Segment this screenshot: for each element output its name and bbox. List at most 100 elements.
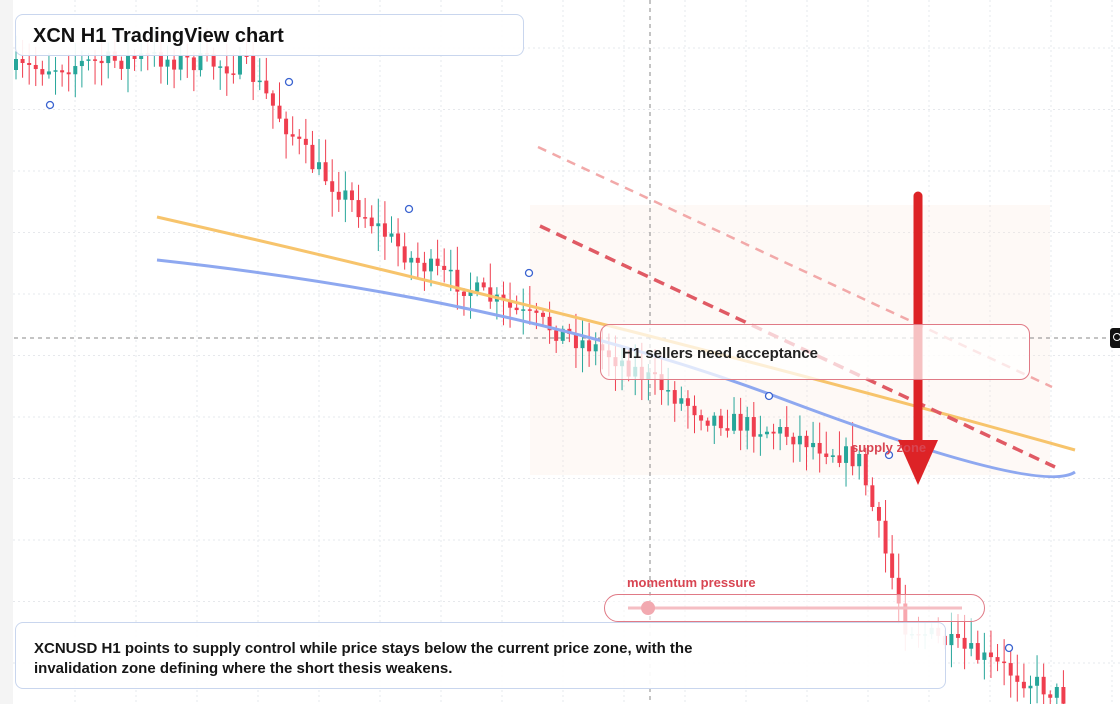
signal-marker (45, 100, 55, 110)
momentum-slider[interactable] (604, 594, 985, 622)
candle-body (172, 59, 177, 70)
candle-body (382, 223, 387, 237)
candle-body (699, 415, 704, 421)
candle-body (356, 200, 361, 218)
candle-body (251, 55, 256, 82)
candle-body (27, 63, 32, 65)
candle-body (336, 191, 341, 200)
candle-body (323, 162, 328, 182)
candle-body (712, 415, 717, 426)
candle-body (725, 428, 730, 431)
candle-body (475, 282, 480, 292)
candle-body (791, 436, 796, 445)
candle-body (995, 657, 1000, 662)
candle-body (975, 643, 980, 660)
candle-body (1035, 676, 1040, 686)
candle-body (541, 312, 545, 317)
candle-body (488, 287, 493, 302)
candle-body (811, 442, 816, 448)
candle-body (409, 257, 414, 263)
signal-marker (404, 204, 414, 214)
candle-body (666, 390, 671, 392)
candle-body (1028, 685, 1033, 689)
candle-body (303, 138, 308, 145)
sell-arrow-head (898, 440, 938, 485)
candle-body (363, 217, 368, 219)
candle-body (66, 72, 71, 75)
candle-body (784, 427, 789, 437)
signal-markers (45, 77, 1014, 653)
candle-body (264, 80, 269, 94)
candle-body (429, 258, 434, 272)
candle-body (672, 390, 677, 404)
summary-text: XCNUSD H1 points to supply control while… (34, 640, 693, 677)
candle-body (962, 637, 967, 649)
candle-body (514, 307, 519, 311)
signal-marker (524, 268, 534, 278)
signal-marker (884, 450, 894, 460)
candle-body (508, 300, 513, 308)
candle-body (60, 70, 65, 73)
chart-title: XCN H1 TradingView chart (33, 25, 284, 47)
alert-clock-icon[interactable] (1110, 328, 1120, 348)
candle-body (745, 417, 750, 431)
candle-body (988, 652, 993, 658)
candle-body (211, 53, 216, 67)
candle-body (119, 60, 124, 69)
candle-body (1048, 694, 1053, 698)
candle-body (290, 134, 295, 137)
candle-body (883, 520, 888, 554)
candle-body (764, 431, 769, 435)
candle-body (1061, 687, 1066, 704)
candle-body (1015, 675, 1020, 682)
candle-body (817, 442, 822, 454)
candle-body (547, 316, 552, 331)
candle-body (297, 136, 302, 139)
candle-body (527, 309, 532, 311)
candle-body (14, 59, 18, 70)
candle-body (969, 643, 974, 649)
candle-body (20, 59, 25, 64)
supply-zone-label: supply zone (851, 440, 927, 455)
candle-body (40, 69, 45, 75)
candle-body (554, 330, 559, 341)
candle-body (73, 66, 78, 75)
candle-body (53, 70, 58, 72)
candle-body (237, 55, 242, 75)
candle-body (830, 455, 835, 457)
candle-body (685, 398, 690, 406)
candle-body (349, 190, 354, 201)
summary-card: XCNUSD H1 points to supply control while… (15, 622, 946, 689)
candle-body (844, 446, 849, 463)
candle-body (1008, 663, 1013, 676)
candle-body (270, 93, 275, 106)
candle-body (1021, 681, 1026, 689)
candle-body (501, 294, 506, 301)
candle-body (277, 105, 282, 119)
candle-body (481, 282, 486, 288)
candle-body (850, 446, 855, 467)
candle-body (442, 265, 447, 270)
candle-body (317, 162, 322, 170)
candle-body (593, 344, 598, 352)
candle-body (376, 223, 381, 227)
candle-body (106, 51, 111, 64)
candle-body (33, 64, 38, 70)
candle-body (415, 257, 420, 263)
candle-body (1002, 661, 1007, 664)
candle-body (132, 55, 137, 59)
signal-marker (284, 77, 294, 87)
candle-body (573, 333, 578, 349)
candle-body (191, 57, 196, 71)
candle-body (705, 420, 710, 426)
candle-body (837, 455, 842, 463)
candle-body (521, 309, 526, 311)
candle-body (949, 634, 954, 646)
candle-body (896, 577, 901, 604)
candle-body (797, 435, 802, 445)
candle-body (284, 118, 289, 135)
candle-body (534, 310, 539, 313)
candle-body (93, 59, 98, 61)
candle-body (580, 340, 585, 349)
callout-text: H1 sellers need acceptance (622, 345, 818, 362)
